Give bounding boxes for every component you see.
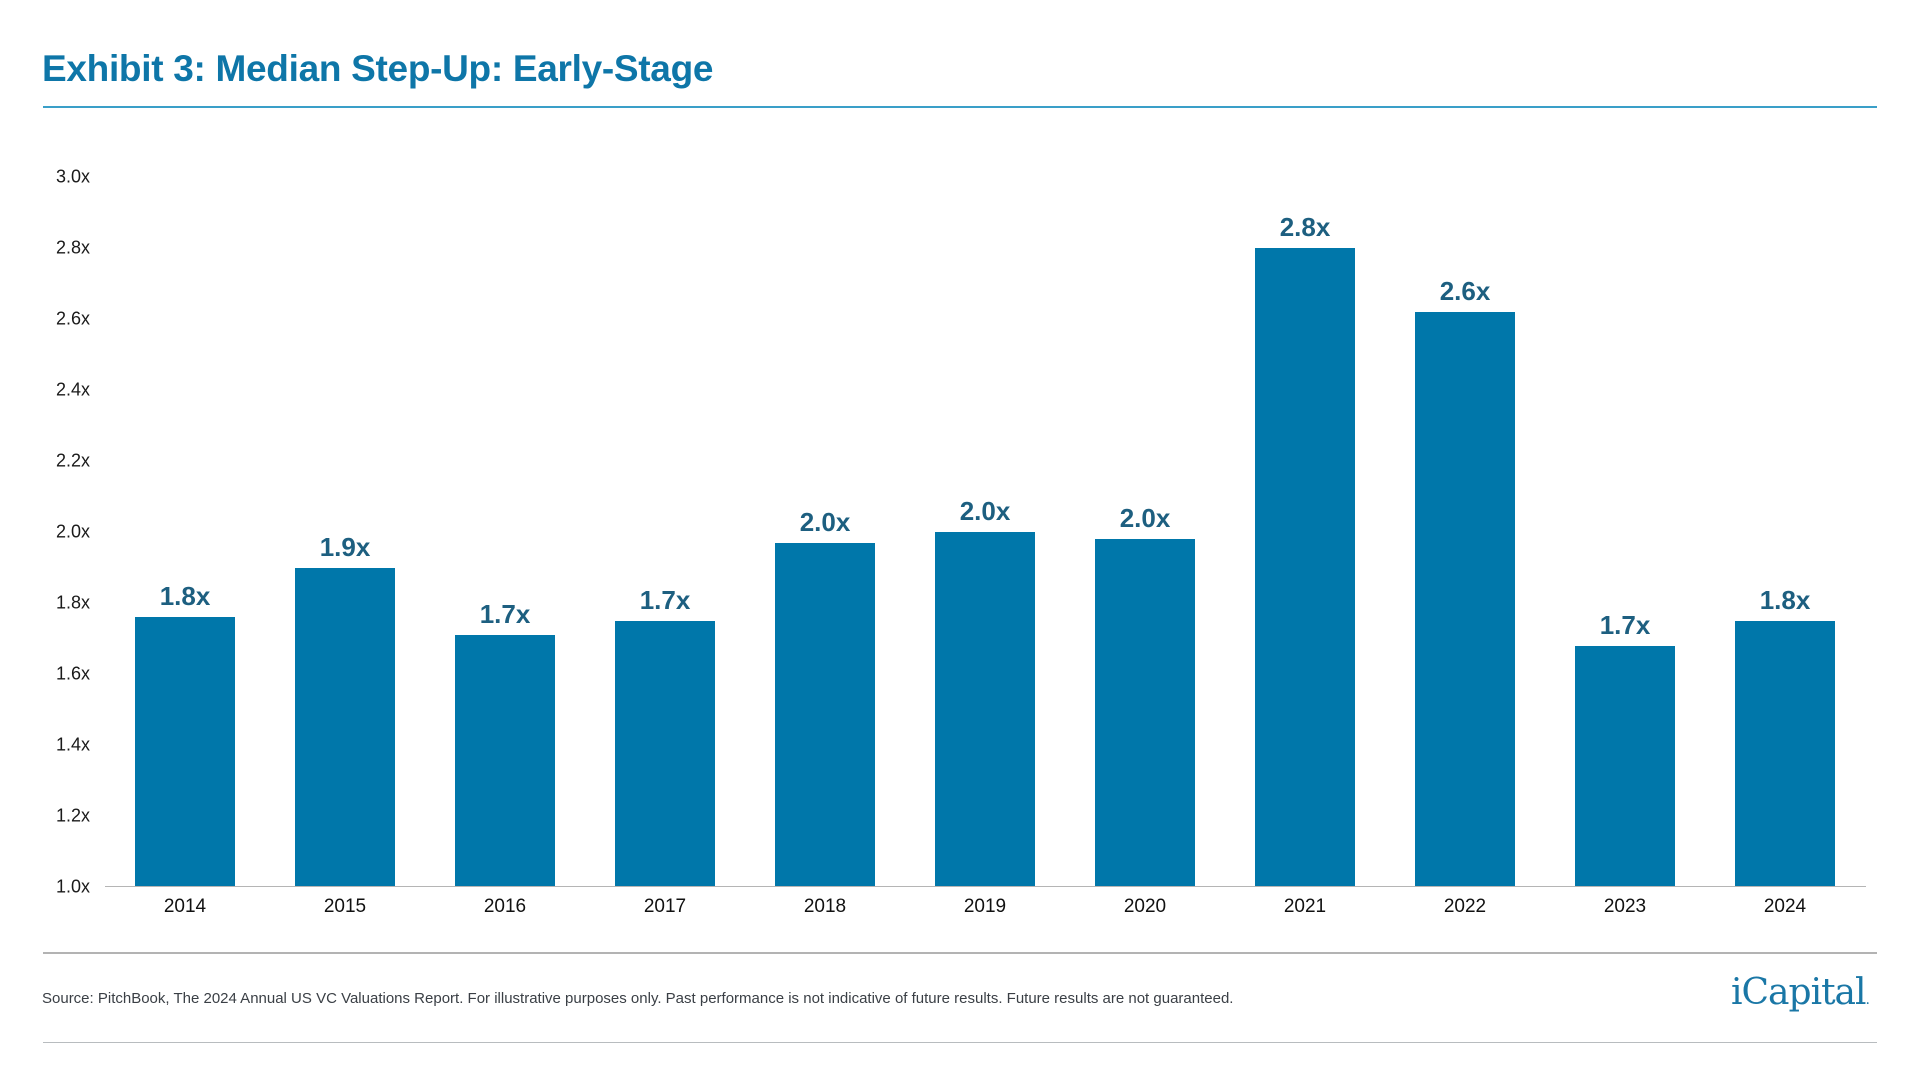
- bar-chart: 1.0x 1.2x 1.4x 1.6x 1.8x 2.0x 2.2x 2.4x 2.6x 2.8x…: [55, 166, 1866, 917]
- x-tick-label: 2016: [483, 896, 527, 917]
- x-axis-line: [105, 886, 1866, 887]
- x-tick-label: 2023: [1603, 896, 1647, 917]
- y-tick-label: 2.0x: [55, 521, 90, 542]
- x-tick-label: 2024: [1763, 896, 1807, 917]
- footer-divider-bottom: [43, 1042, 1877, 1043]
- x-tick-label: 2014: [163, 896, 207, 917]
- logo-dot: .: [1865, 992, 1871, 1008]
- bar-value-label: 1.8x: [1759, 584, 1811, 615]
- bar-2021: [1255, 248, 1355, 886]
- x-tick-label: 2019: [963, 896, 1007, 917]
- y-tick-label: 2.6x: [55, 308, 90, 329]
- footer-divider-top: [43, 952, 1877, 954]
- y-tick-label: 2.2x: [55, 450, 90, 471]
- x-tick-label: 2017: [643, 896, 687, 917]
- title-divider: [43, 106, 1877, 108]
- bar-2014: [135, 617, 235, 886]
- bar-value-label: 1.7x: [479, 598, 531, 629]
- x-tick-label: 2020: [1123, 896, 1167, 917]
- y-tick-label: 1.0x: [55, 876, 90, 897]
- bar-value-label: 1.8x: [159, 581, 211, 612]
- bar-2018: [775, 542, 875, 886]
- y-tick-label: 1.4x: [55, 734, 90, 755]
- bar-value-label: 2.6x: [1439, 275, 1491, 306]
- bar-value-label: 1.7x: [1599, 609, 1651, 640]
- x-tick-label: 2018: [803, 896, 847, 917]
- y-tick-label: 3.0x: [55, 166, 90, 187]
- icapital-logo: iCapital.: [1731, 972, 1871, 1013]
- bar-value-label: 2.8x: [1279, 212, 1331, 242]
- bar-2023: [1575, 645, 1675, 886]
- y-tick-label: 1.8x: [55, 592, 90, 613]
- x-tick-label: 2015: [323, 896, 367, 917]
- bar-2016: [455, 634, 555, 886]
- bar-2019: [935, 532, 1035, 886]
- bar-2020: [1095, 539, 1195, 886]
- bar-2015: [295, 567, 395, 886]
- x-tick-label: 2021: [1283, 896, 1327, 917]
- bar-value-label: 2.0x: [1119, 503, 1171, 534]
- y-tick-label: 1.2x: [55, 805, 90, 826]
- bar-value-label: 2.0x: [799, 506, 851, 537]
- bar-2022: [1415, 311, 1515, 886]
- bar-2024: [1735, 620, 1835, 886]
- logo-text: iCapital: [1731, 972, 1867, 1013]
- bar-value-label: 1.7x: [639, 584, 691, 615]
- chart-title: Exhibit 3: Median Step-Up: Early-Stage: [42, 48, 714, 89]
- y-tick-label: 2.4x: [55, 379, 90, 400]
- bar-value-label: 2.0x: [959, 496, 1011, 526]
- bar-2017: [615, 620, 715, 886]
- y-tick-label: 1.6x: [55, 663, 90, 684]
- bar-value-label: 1.9x: [319, 531, 371, 562]
- x-tick-label: 2022: [1443, 896, 1487, 917]
- source-note: Source: PitchBook, The 2024 Annual US VC…: [42, 990, 1234, 1007]
- y-tick-label: 2.8x: [55, 237, 90, 258]
